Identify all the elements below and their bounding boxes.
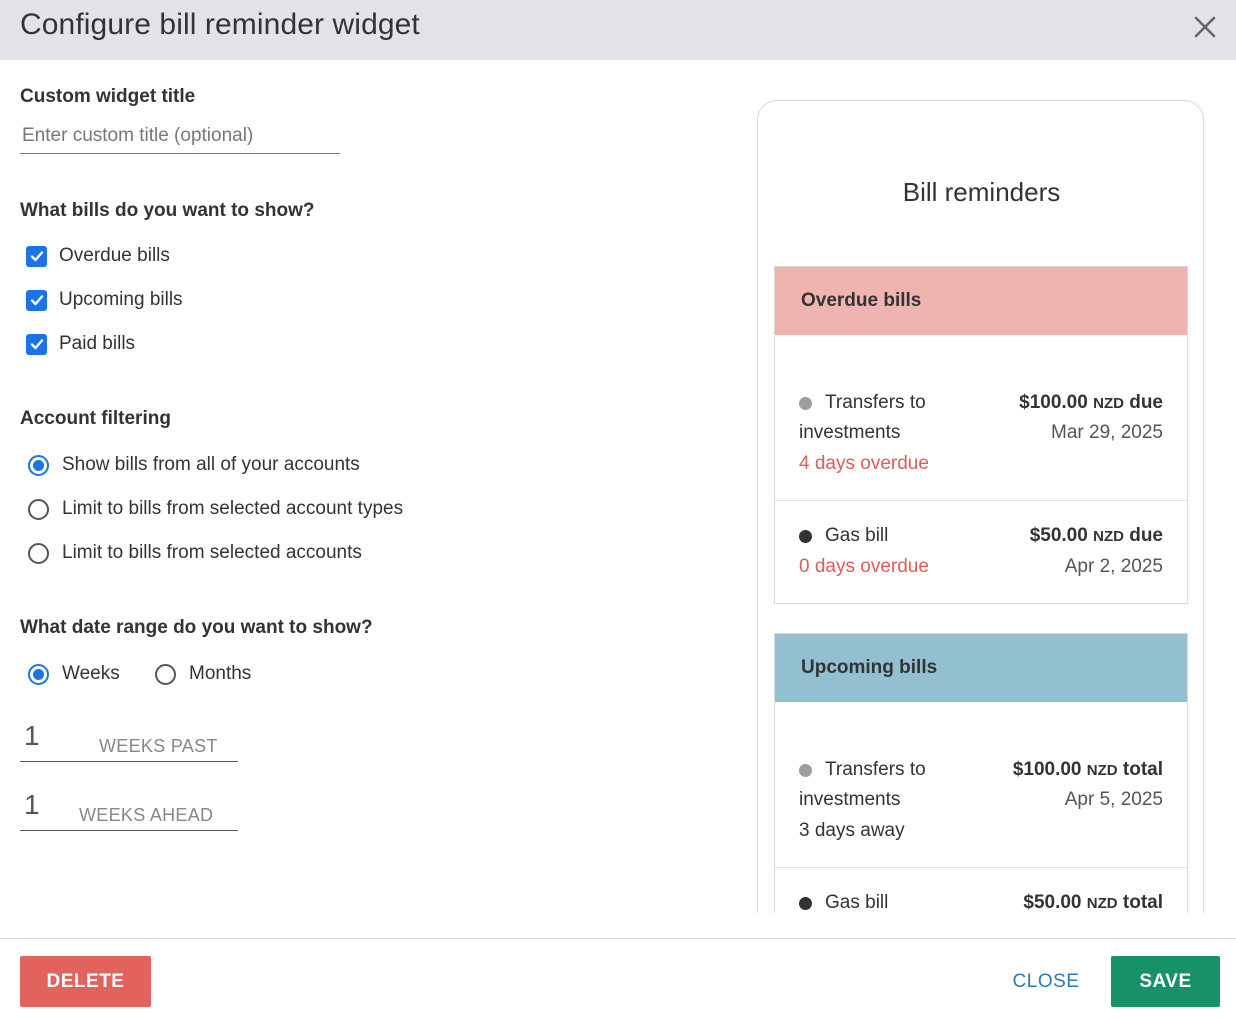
- upcoming-bills-checkbox[interactable]: Upcoming bills: [26, 288, 183, 312]
- bill-currency: NZD: [1086, 762, 1118, 779]
- bill-name: Transfers to investments: [799, 759, 926, 810]
- dialog-header: Configure bill reminder widget: [0, 0, 1236, 60]
- bill-currency: NZD: [1086, 895, 1118, 912]
- weeks-past-value[interactable]: 1: [24, 720, 40, 751]
- upcoming-bills-heading: Upcoming bills: [775, 634, 1187, 702]
- bill-item[interactable]: Gas bill $50.00 NZD due Apr 2, 2025 0 da…: [775, 501, 1187, 603]
- weeks-ahead-field[interactable]: 1 WEEKS AHEAD: [20, 789, 238, 831]
- bill-status: 0 days overdue: [799, 556, 929, 577]
- bill-amount-suffix: total: [1122, 892, 1163, 913]
- bill-status: 3 days away: [799, 820, 905, 841]
- radio-label: Show bills from all of your accounts: [62, 454, 360, 475]
- bill-status-dot-icon: [799, 897, 812, 910]
- radio-unselected-icon[interactable]: [28, 542, 49, 564]
- radio-all-accounts[interactable]: Show bills from all of your accounts: [28, 453, 360, 477]
- bill-amount-suffix: total: [1122, 759, 1163, 780]
- bill-date: Mar 29, 2025: [1051, 422, 1163, 443]
- bill-name: Transfers to investments: [799, 392, 926, 443]
- custom-title-label: Custom widget title: [20, 86, 196, 107]
- bill-item[interactable]: Transfers to investments $100.00 NZD due…: [775, 335, 1187, 501]
- bill-name: Gas bill: [825, 525, 889, 546]
- close-button[interactable]: CLOSE: [998, 956, 1094, 1007]
- radio-selected-accounts[interactable]: Limit to bills from selected accounts: [28, 541, 362, 565]
- dialog-title: Configure bill reminder widget: [20, 8, 420, 41]
- dialog-footer: DELETE CLOSE SAVE: [0, 938, 1236, 1020]
- bill-amount: $50.00: [1023, 892, 1082, 913]
- radio-unselected-icon[interactable]: [155, 663, 176, 685]
- delete-button[interactable]: DELETE: [20, 956, 151, 1007]
- close-icon[interactable]: [1188, 10, 1222, 44]
- radio-label: Limit to bills from selected account typ…: [62, 498, 404, 519]
- bill-amount-line: $100.00 NZD due: [1019, 392, 1163, 414]
- custom-title-input[interactable]: [20, 122, 340, 154]
- bill-status: 4 days overdue: [799, 453, 929, 474]
- weeks-ahead-suffix: WEEKS AHEAD: [79, 805, 214, 825]
- overdue-bills-checkbox[interactable]: Overdue bills: [26, 244, 170, 268]
- bill-status-dot-icon: [799, 764, 812, 777]
- preview-clip: [740, 913, 1220, 938]
- bill-amount-line: $100.00 NZD total: [1013, 759, 1163, 781]
- checkbox-label: Upcoming bills: [59, 289, 183, 310]
- radio-selected-icon[interactable]: [28, 454, 49, 476]
- widget-preview: Bill reminders Overdue bills Transfers t…: [757, 100, 1204, 930]
- checkbox-checked-icon[interactable]: [26, 333, 47, 355]
- bill-currency: NZD: [1093, 395, 1124, 412]
- account-filtering-label: Account filtering: [20, 408, 171, 429]
- radio-weeks[interactable]: Weeks: [28, 662, 120, 686]
- overdue-bills-group: Overdue bills Transfers to investments $…: [774, 266, 1188, 604]
- save-button[interactable]: SAVE: [1111, 956, 1220, 1007]
- bill-amount-line: $50.00 NZD total: [1023, 892, 1163, 914]
- bill-date: Apr 5, 2025: [1064, 789, 1163, 810]
- radio-label: Limit to bills from selected accounts: [62, 542, 362, 563]
- weeks-ahead-value[interactable]: 1: [24, 789, 40, 820]
- radio-label: Weeks: [62, 663, 120, 684]
- preview-title: Bill reminders: [902, 177, 1061, 207]
- radio-account-types[interactable]: Limit to bills from selected account typ…: [28, 497, 403, 521]
- bills-to-show-label: What bills do you want to show?: [20, 200, 315, 221]
- bill-currency: NZD: [1093, 528, 1124, 545]
- bill-amount: $100.00: [1019, 392, 1088, 413]
- bill-amount-suffix: due: [1129, 525, 1163, 546]
- bill-amount-suffix: due: [1129, 392, 1163, 413]
- radio-months[interactable]: Months: [155, 662, 251, 686]
- paid-bills-checkbox[interactable]: Paid bills: [26, 332, 135, 356]
- bill-status-dot-icon: [799, 397, 812, 410]
- bill-item[interactable]: Gas bill $50.00 NZD total: [775, 868, 1187, 929]
- upcoming-bills-group: Upcoming bills Transfers to investments …: [774, 633, 1188, 929]
- checkbox-checked-icon[interactable]: [26, 289, 47, 311]
- radio-label: Months: [189, 663, 252, 684]
- bill-status-dot-icon: [799, 530, 812, 543]
- checkbox-label: Paid bills: [59, 333, 136, 354]
- overdue-bills-heading: Overdue bills: [775, 267, 1187, 335]
- bill-amount-line: $50.00 NZD due: [1030, 525, 1163, 547]
- radio-selected-icon[interactable]: [28, 663, 49, 685]
- checkbox-label: Overdue bills: [59, 245, 170, 266]
- date-range-label: What date range do you want to show?: [20, 617, 373, 638]
- bill-amount: $100.00: [1012, 759, 1082, 780]
- radio-unselected-icon[interactable]: [28, 498, 49, 520]
- weeks-past-field[interactable]: 1 WEEKS PAST: [20, 720, 238, 762]
- checkbox-checked-icon[interactable]: [26, 245, 47, 267]
- weeks-past-suffix: WEEKS PAST: [99, 736, 218, 756]
- bill-name: Gas bill: [825, 892, 889, 913]
- bill-amount: $50.00: [1029, 525, 1088, 546]
- bill-item[interactable]: Transfers to investments $100.00 NZD tot…: [775, 702, 1187, 868]
- bill-date: Apr 2, 2025: [1064, 556, 1163, 577]
